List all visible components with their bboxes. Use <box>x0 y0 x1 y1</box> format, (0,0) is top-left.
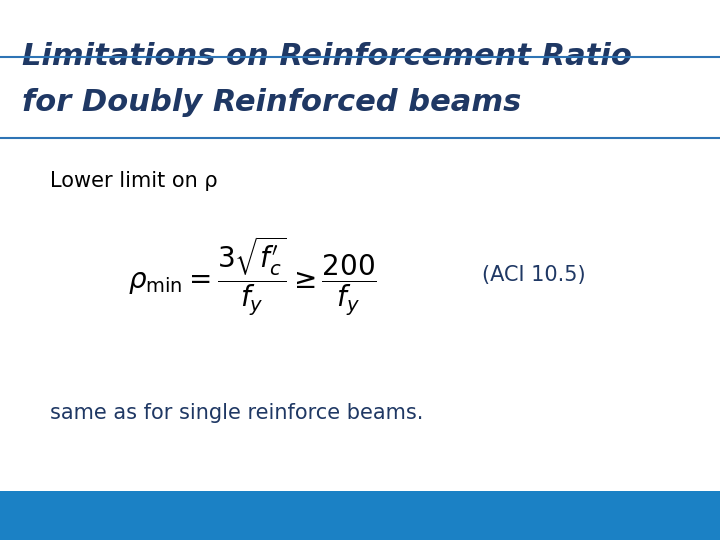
Text: Limitations on Reinforcement Ratio: Limitations on Reinforcement Ratio <box>22 42 631 71</box>
Text: for Doubly Reinforced beams: for Doubly Reinforced beams <box>22 88 521 117</box>
Text: (ACI 10.5): (ACI 10.5) <box>482 265 586 286</box>
Text: Lower limit on ρ: Lower limit on ρ <box>50 171 218 191</box>
Text: same as for single reinforce beams.: same as for single reinforce beams. <box>50 403 424 423</box>
Text: $\rho_{\mathrm{min}} = \dfrac{3\sqrt{f_c^{\prime}}}{f_y} \geq \dfrac{200}{f_y}$: $\rho_{\mathrm{min}} = \dfrac{3\sqrt{f_c… <box>127 234 377 317</box>
